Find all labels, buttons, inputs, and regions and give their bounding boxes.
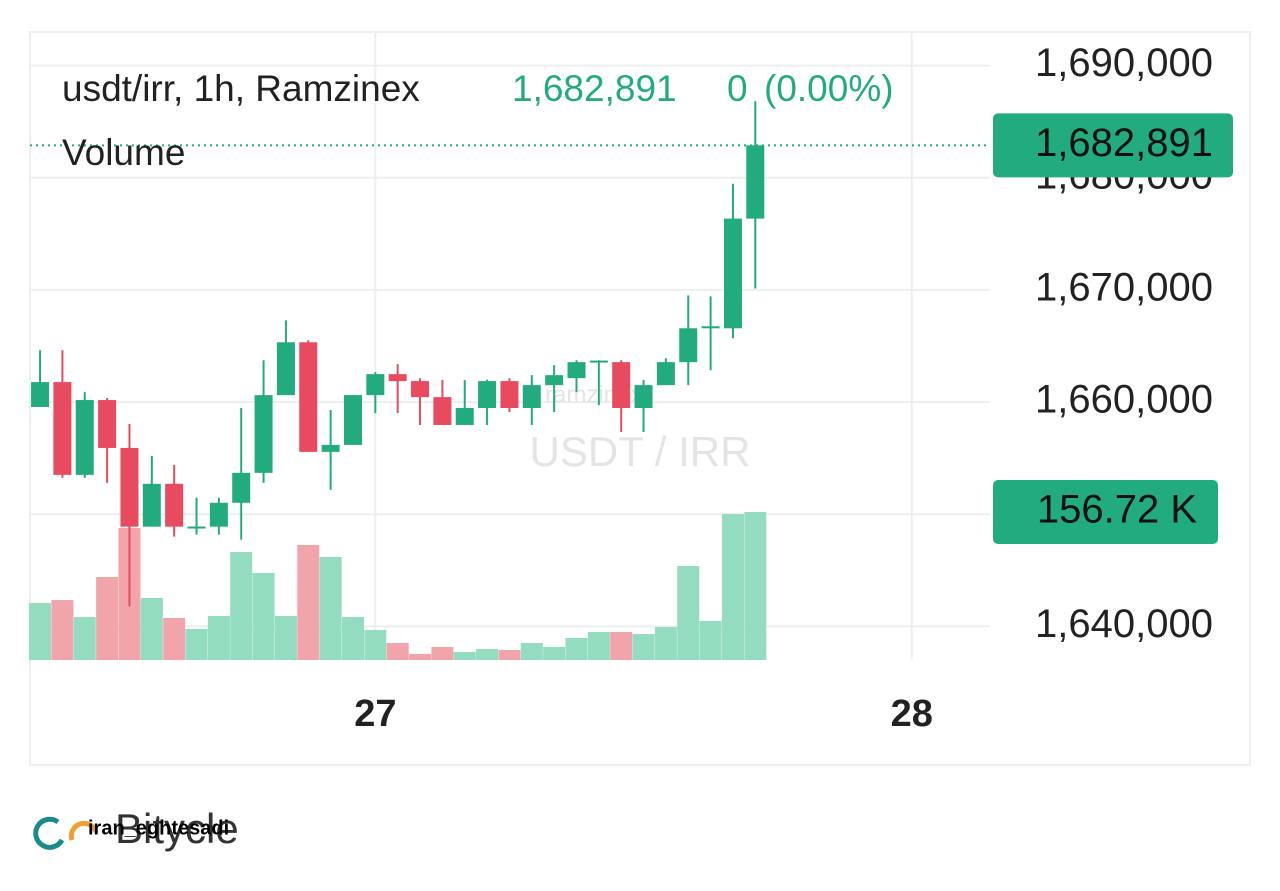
candle-body [634, 385, 653, 409]
volume-bar [610, 631, 633, 660]
volume-bar [409, 653, 432, 660]
candle-body [120, 447, 139, 527]
volume-bar [341, 617, 364, 660]
candle-body [343, 395, 362, 445]
volume-bar [721, 514, 744, 660]
volume-bar [654, 627, 677, 660]
volume-bar [297, 544, 320, 660]
candle-body [142, 483, 161, 527]
volume-bar [73, 617, 96, 660]
candle-body [723, 218, 742, 329]
candle-body [545, 375, 564, 386]
candle-body [656, 362, 675, 386]
volume-bar [476, 649, 499, 660]
candle-body [388, 374, 407, 382]
footer-brand: Bitycle [115, 805, 239, 852]
volume-bar [207, 615, 230, 660]
candle-body [567, 362, 586, 379]
volume-bar [252, 573, 275, 660]
candle-body [522, 385, 541, 409]
candle-body [254, 395, 273, 473]
volume-bar [140, 597, 163, 660]
candle-body [165, 483, 184, 527]
candle-body [679, 328, 698, 363]
candle-body [31, 382, 50, 408]
candle-body [187, 526, 206, 529]
marks [29, 101, 990, 660]
candle-body [366, 374, 385, 396]
candle-body [746, 145, 765, 219]
candle-body [209, 502, 228, 527]
volume-bar [565, 637, 588, 660]
last-price-box [993, 113, 1233, 178]
volume-bar [185, 629, 208, 660]
change-pct: (0.00%) [764, 68, 894, 109]
volume-bar [699, 620, 722, 660]
axes: 1,640,0001,650,0001,660,0001,670,0001,68… [354, 41, 1233, 735]
volume-bar [744, 511, 767, 660]
volume-bar [386, 643, 409, 660]
volume-bar [543, 646, 566, 660]
candle-body [433, 397, 452, 425]
last-volume-box [993, 479, 1218, 544]
volume-bar [520, 643, 543, 660]
volume-bar [230, 551, 253, 660]
x-tick-label: 27 [354, 693, 396, 735]
volume-bar [587, 631, 610, 660]
volume-bar [498, 649, 521, 660]
volume-bar [632, 634, 655, 660]
volume-bar [319, 556, 342, 660]
candle-body [455, 408, 474, 425]
candle-body [98, 400, 117, 448]
y-tick-label: 1,640,000 [1035, 602, 1213, 646]
volume-bar [431, 646, 454, 660]
candle-body [75, 400, 94, 475]
volume-bar [453, 651, 476, 660]
chart-title: usdt/irr, 1h, Ramzinex [62, 68, 420, 109]
candle-body [589, 360, 608, 363]
volume-bar [51, 600, 74, 660]
volume-bar [96, 576, 119, 660]
candle-body [500, 381, 519, 409]
candle-body [53, 382, 72, 475]
last-value: 1,682,891 [512, 68, 677, 109]
y-tick-label: 1,690,000 [1035, 41, 1213, 85]
volume-bar [29, 602, 52, 660]
candle-body [276, 342, 295, 396]
last-volume-label: 156.72 K [1037, 488, 1197, 532]
grid [30, 32, 990, 660]
footer-tag: iran_eghtesadi [88, 817, 229, 839]
volume-bar [677, 566, 700, 660]
candle-body [321, 444, 340, 452]
candle-body [701, 326, 720, 329]
volume-title: Volume [62, 132, 185, 173]
last-price-label: 1,682,891 [1035, 121, 1213, 165]
y-tick-label: 1,670,000 [1035, 265, 1213, 309]
volume-bar [364, 629, 387, 660]
candle-body [232, 472, 251, 503]
footer-logo [33, 816, 99, 850]
candle-body [612, 362, 631, 409]
change: 0 [727, 68, 748, 109]
candle-body [299, 342, 318, 452]
volume-bar [163, 617, 186, 660]
watermark: USDT / IRR [530, 428, 751, 475]
y-tick-label: 1,660,000 [1035, 378, 1213, 422]
candle-body [411, 381, 430, 398]
candle-body [478, 381, 497, 409]
volume-bar [274, 615, 297, 660]
x-tick-label: 28 [891, 693, 933, 735]
